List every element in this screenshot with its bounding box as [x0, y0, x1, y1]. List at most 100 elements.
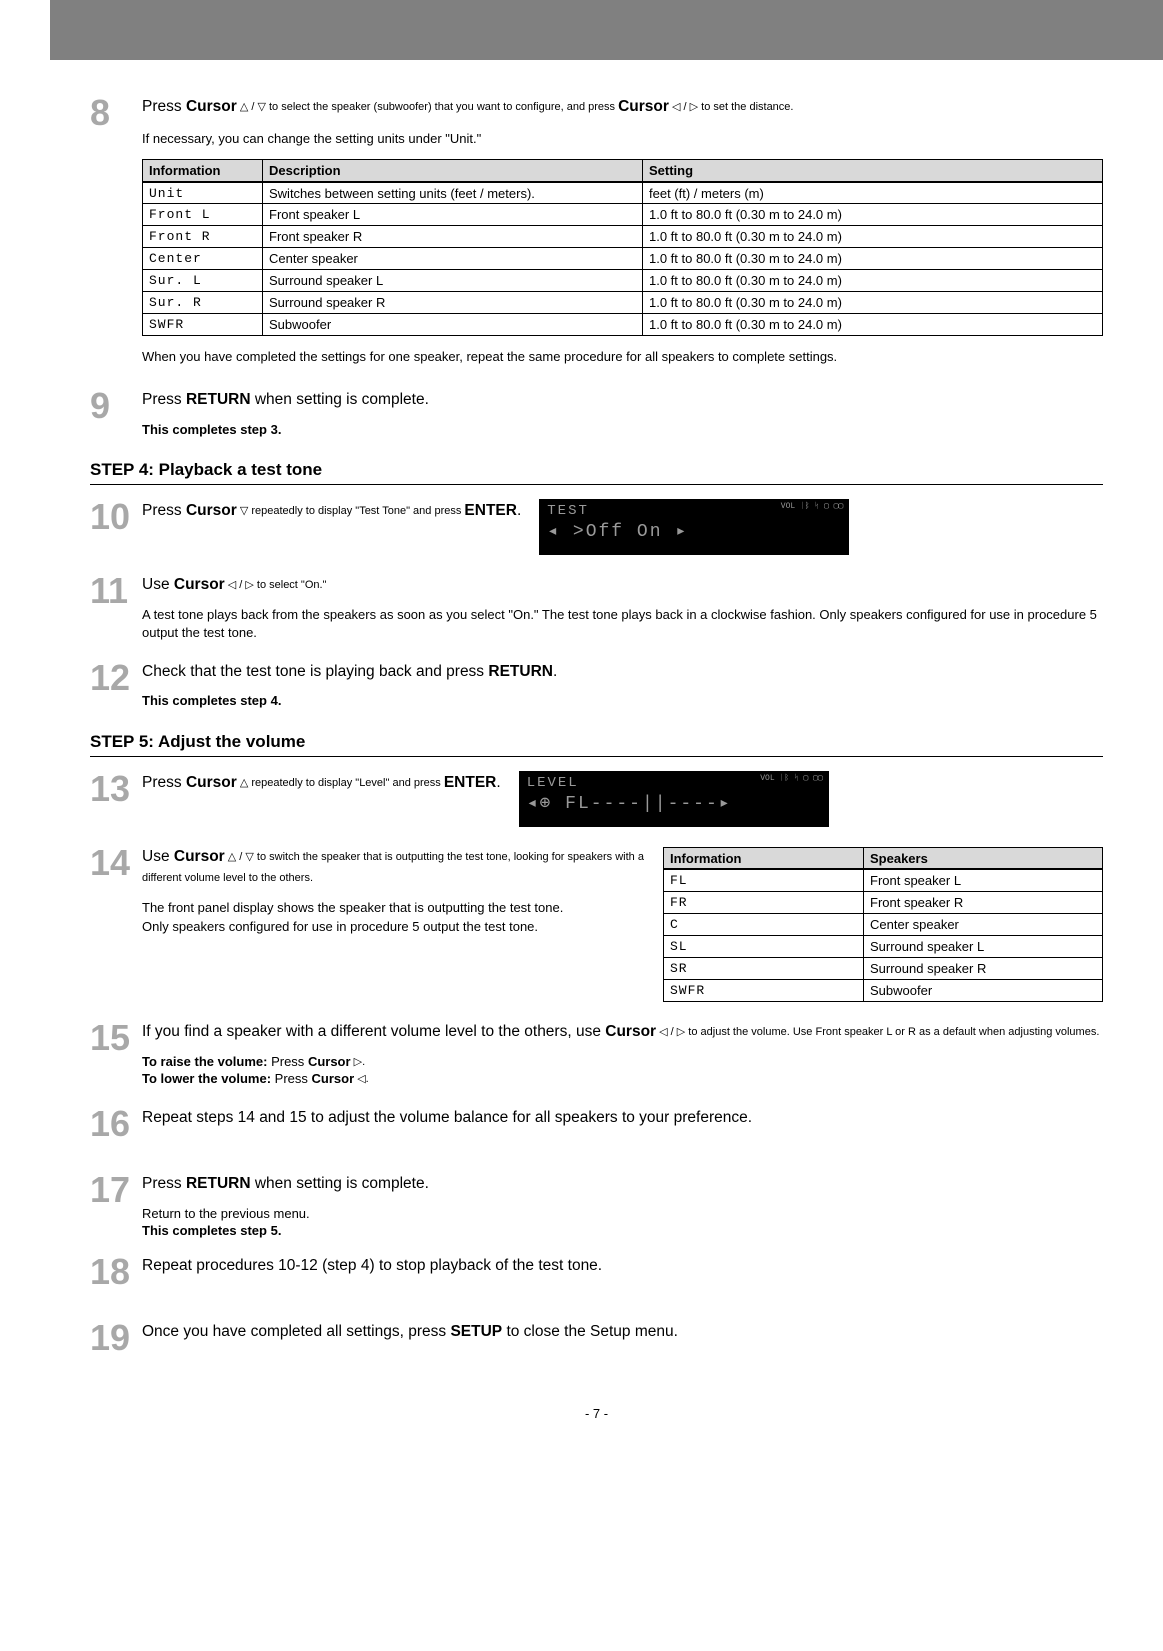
step-note: A test tone plays back from the speakers…	[142, 606, 1103, 641]
step-number: 11	[90, 573, 142, 609]
table-row: CCenter speaker	[664, 913, 1103, 935]
step-instruction: Check that the test tone is playing back…	[142, 662, 1103, 683]
step-instruction: Once you have completed all settings, pr…	[142, 1322, 1103, 1343]
step-number: 12	[90, 660, 142, 696]
step-instruction: Use Cursor ◁ / ▷ to select "On."	[142, 575, 1103, 596]
table-row: CenterCenter speaker1.0 ft to 80.0 ft (0…	[143, 248, 1103, 270]
step-instruction: Press RETURN when setting is complete.	[142, 1174, 1103, 1195]
step-15: 15 If you find a speaker with a differen…	[90, 1020, 1103, 1088]
cell-info: Center	[143, 248, 263, 270]
cell-desc: Subwoofer	[263, 314, 643, 336]
step-instruction: Repeat steps 14 and 15 to adjust the vol…	[142, 1108, 1103, 1129]
cell-desc: Center speaker	[263, 248, 643, 270]
cell-speaker: Front speaker L	[864, 869, 1103, 891]
step-note: To raise the volume: Press Cursor ▷. To …	[142, 1053, 1103, 1088]
cell-setting: 1.0 ft to 80.0 ft (0.30 m to 24.0 m)	[643, 204, 1103, 226]
cell-info: Sur. R	[143, 292, 263, 314]
cell-speaker: Subwoofer	[864, 979, 1103, 1001]
lcd-display-test: VOL ᛁᛒ ᛋ ▢ ▢▢ TEST ◂ >Off On ▸	[539, 499, 849, 555]
step-17: 17 Press RETURN when setting is complete…	[90, 1172, 1103, 1240]
cell-desc: Front speaker L	[263, 204, 643, 226]
step-11: 11 Use Cursor ◁ / ▷ to select "On." A te…	[90, 573, 1103, 641]
step-10: 10 Press Cursor ▽ repeatedly to display …	[90, 499, 1103, 555]
col-header: Setting	[643, 160, 1103, 182]
header-band	[50, 0, 1163, 60]
step-instruction: Repeat procedures 10-12 (step 4) to stop…	[142, 1256, 1103, 1277]
cell-setting: feet (ft) / meters (m)	[643, 182, 1103, 204]
step-19: 19 Once you have completed all settings,…	[90, 1320, 1103, 1356]
speaker-table: Information Speakers FLFront speaker LFR…	[663, 847, 1103, 1002]
cell-info: SR	[664, 957, 864, 979]
cell-desc: Front speaker R	[263, 226, 643, 248]
table-row: Front LFront speaker L1.0 ft to 80.0 ft …	[143, 204, 1103, 226]
step-number: 15	[90, 1020, 142, 1056]
cell-info: FL	[664, 869, 864, 891]
distance-table: Information Description Setting UnitSwit…	[142, 159, 1103, 336]
page-content: 8 Press Cursor △ / ▽ to select the speak…	[0, 60, 1163, 1451]
table-row: FRFront speaker R	[664, 891, 1103, 913]
step-number: 14	[90, 845, 142, 881]
table-row: UnitSwitches between setting units (feet…	[143, 182, 1103, 204]
cell-speaker: Surround speaker R	[864, 957, 1103, 979]
step-9: 9 Press RETURN when setting is complete.…	[90, 388, 1103, 438]
step-number: 13	[90, 771, 142, 807]
table-row: Sur. LSurround speaker L1.0 ft to 80.0 f…	[143, 270, 1103, 292]
cell-setting: 1.0 ft to 80.0 ft (0.30 m to 24.0 m)	[643, 292, 1103, 314]
cell-speaker: Surround speaker L	[864, 935, 1103, 957]
table-row: Sur. RSurround speaker R1.0 ft to 80.0 f…	[143, 292, 1103, 314]
step-8: 8 Press Cursor △ / ▽ to select the speak…	[90, 95, 1103, 366]
step-instruction: Press Cursor ▽ repeatedly to display "Te…	[142, 501, 521, 522]
step-number: 9	[90, 388, 142, 424]
cell-info: SWFR	[143, 314, 263, 336]
step-instruction: Use Cursor △ / ▽ to switch the speaker t…	[142, 847, 645, 889]
cell-speaker: Center speaker	[864, 913, 1103, 935]
cell-info: SL	[664, 935, 864, 957]
cell-info: Unit	[143, 182, 263, 204]
step-number: 16	[90, 1106, 142, 1142]
step-note: This completes step 3.	[142, 421, 1103, 439]
col-header: Information	[143, 160, 263, 182]
cell-setting: 1.0 ft to 80.0 ft (0.30 m to 24.0 m)	[643, 314, 1103, 336]
table-row: Front RFront speaker R1.0 ft to 80.0 ft …	[143, 226, 1103, 248]
step-number: 17	[90, 1172, 142, 1208]
step-instruction: Press RETURN when setting is complete.	[142, 390, 1103, 411]
cell-speaker: Front speaker R	[864, 891, 1103, 913]
cell-info: SWFR	[664, 979, 864, 1001]
table-row: SWFRSubwoofer1.0 ft to 80.0 ft (0.30 m t…	[143, 314, 1103, 336]
cell-info: Front R	[143, 226, 263, 248]
step-note: The front panel display shows the speake…	[142, 899, 645, 917]
step-instruction: Press Cursor △ / ▽ to select the speaker…	[142, 97, 1103, 118]
col-header: Information	[664, 847, 864, 869]
step-number: 18	[90, 1254, 142, 1290]
step-13: 13 Press Cursor △ repeatedly to display …	[90, 771, 1103, 827]
step-number: 8	[90, 95, 142, 131]
step-instruction: If you find a speaker with a different v…	[142, 1022, 1103, 1043]
step-12: 12 Check that the test tone is playing b…	[90, 660, 1103, 710]
col-header: Speakers	[864, 847, 1103, 869]
cell-setting: 1.0 ft to 80.0 ft (0.30 m to 24.0 m)	[643, 226, 1103, 248]
cell-setting: 1.0 ft to 80.0 ft (0.30 m to 24.0 m)	[643, 248, 1103, 270]
step-number: 19	[90, 1320, 142, 1356]
cell-desc: Switches between setting units (feet / m…	[263, 182, 643, 204]
cell-info: C	[664, 913, 864, 935]
cell-setting: 1.0 ft to 80.0 ft (0.30 m to 24.0 m)	[643, 270, 1103, 292]
cell-desc: Surround speaker R	[263, 292, 643, 314]
step-note: Only speakers configured for use in proc…	[142, 918, 645, 936]
step-number: 10	[90, 499, 142, 535]
table-row: FLFront speaker L	[664, 869, 1103, 891]
cell-desc: Surround speaker L	[263, 270, 643, 292]
step-note: This completes step 4.	[142, 692, 1103, 710]
page-footer: - 7 -	[90, 1406, 1103, 1441]
step-18: 18 Repeat procedures 10-12 (step 4) to s…	[90, 1254, 1103, 1290]
step-note: This completes step 5.	[142, 1222, 1103, 1240]
step-instruction: Press Cursor △ repeatedly to display "Le…	[142, 773, 501, 794]
table-row: SWFRSubwoofer	[664, 979, 1103, 1001]
section-5-title: STEP 5: Adjust the volume	[90, 732, 1103, 757]
table-row: SLSurround speaker L	[664, 935, 1103, 957]
step-14: 14 Use Cursor △ / ▽ to switch the speake…	[90, 845, 1103, 1002]
table-row: SRSurround speaker R	[664, 957, 1103, 979]
step-16: 16 Repeat steps 14 and 15 to adjust the …	[90, 1106, 1103, 1142]
step-sub: If necessary, you can change the setting…	[142, 130, 1103, 148]
step-note: Return to the previous menu.	[142, 1205, 1103, 1223]
cell-info: Sur. L	[143, 270, 263, 292]
